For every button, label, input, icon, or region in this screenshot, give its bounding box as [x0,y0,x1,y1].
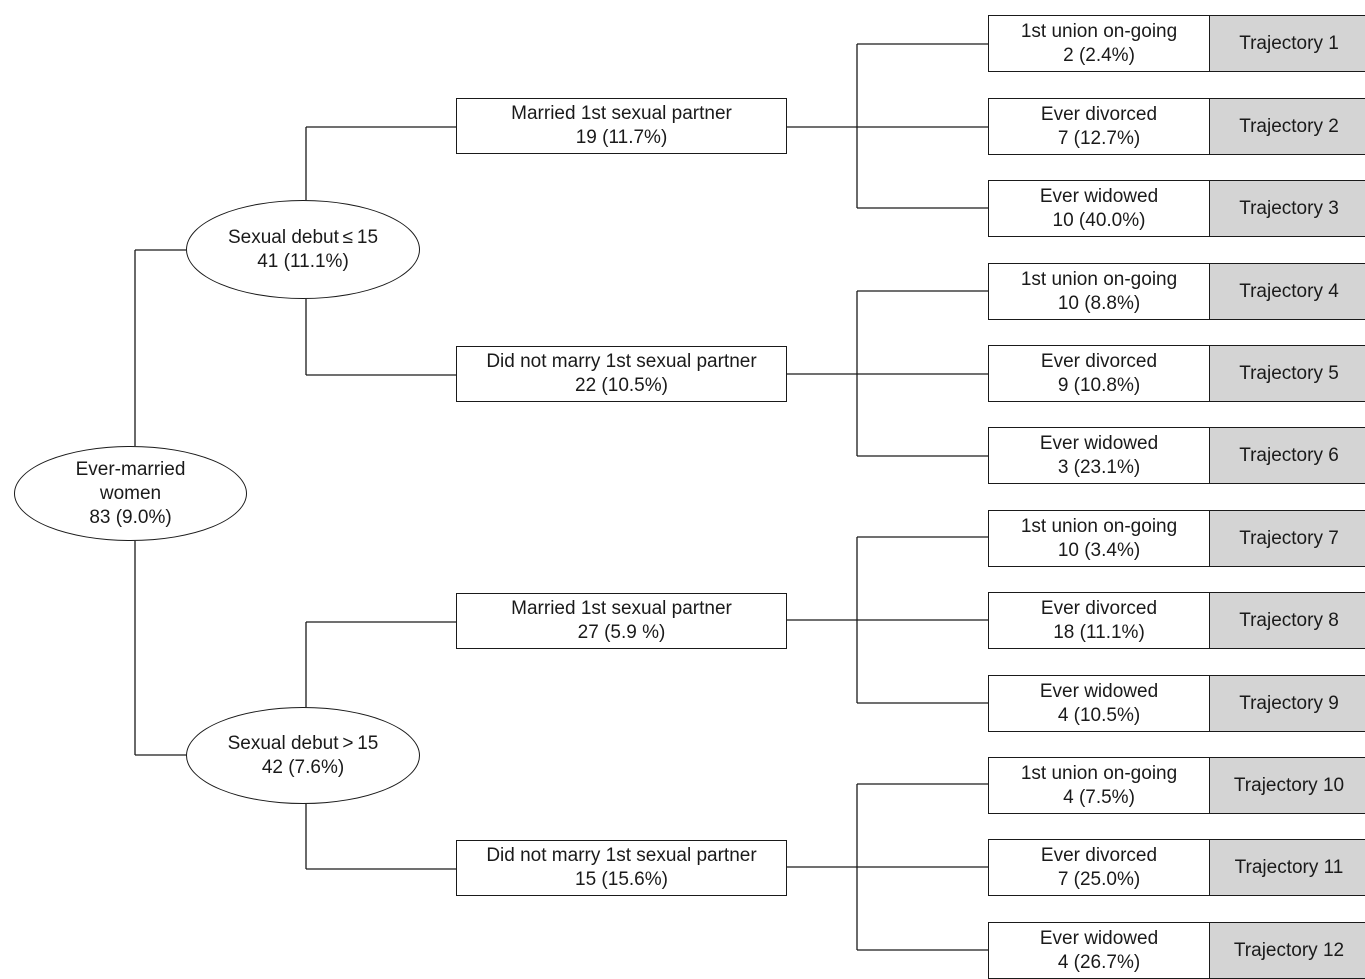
outcome-12-count: 4 (26.7%) [1057,951,1141,973]
outcome-node-2: Ever divorced 7 (12.7%) [988,98,1210,155]
outcome-node-11: Ever divorced 7 (25.0%) [988,839,1210,896]
outcome-12-label: Ever widowed [1039,927,1159,949]
outcome-4-count: 10 (8.8%) [1057,292,1141,314]
outcome-6-count: 3 (23.1%) [1057,456,1141,478]
outcome-9-count: 4 (10.5%) [1057,704,1141,726]
partner-2-label: Did not marry 1st sexual partner [486,351,757,372]
trajectory-label-12: Trajectory 12 [1209,922,1365,979]
outcome-11-count: 7 (25.0%) [1057,868,1141,890]
debut-le15-count: 41 (11.1%) [257,250,349,272]
outcome-4-label: 1st union on-going [1020,268,1178,290]
outcome-10-label: 1st union on-going [1020,762,1178,784]
trajectory-label-8: Trajectory 8 [1209,592,1365,649]
outcome-5-count: 9 (10.8%) [1057,374,1141,396]
trajectory-label-7: Trajectory 7 [1209,510,1365,567]
debut-le15-label: Sexual debut ≤ 15 [227,226,379,248]
outcome-node-3: Ever widowed 10 (40.0%) [988,180,1210,237]
outcome-3-label: Ever widowed [1039,185,1159,207]
root-label-line-3: 83 (9.0%) [89,506,172,528]
trajectory-label-9: Trajectory 9 [1209,675,1365,732]
partner-node-1: Married 1st sexual partner 19 (11.7%) [456,98,787,154]
outcome-8-label: Ever divorced [1040,597,1158,619]
outcome-node-5: Ever divorced 9 (10.8%) [988,345,1210,402]
partner-1-count: 19 (11.7%) [575,127,668,148]
root-label-line-2: women [99,482,162,504]
partner-2-count: 22 (10.5%) [575,375,668,396]
outcome-7-label: 1st union on-going [1020,515,1178,537]
debut-gt15-label: Sexual debut > 15 [227,732,379,754]
outcome-6-label: Ever widowed [1039,432,1159,454]
outcome-node-4: 1st union on-going 10 (8.8%) [988,263,1210,320]
outcome-node-7: 1st union on-going 10 (3.4%) [988,510,1210,567]
partner-1-label: Married 1st sexual partner [511,103,732,124]
outcome-node-8: Ever divorced 18 (11.1%) [988,592,1210,649]
trajectory-label-1: Trajectory 1 [1209,15,1365,72]
outcome-node-10: 1st union on-going 4 (7.5%) [988,757,1210,814]
outcome-2-count: 7 (12.7%) [1057,127,1141,149]
partner-node-4: Did not marry 1st sexual partner 15 (15.… [456,840,787,896]
partner-4-count: 15 (15.6%) [575,869,668,890]
partner-node-3: Married 1st sexual partner 27 (5.9 %) [456,593,787,649]
trajectory-label-2: Trajectory 2 [1209,98,1365,155]
outcome-node-12: Ever widowed 4 (26.7%) [988,922,1210,979]
trajectory-label-5: Trajectory 5 [1209,345,1365,402]
trajectory-label-4: Trajectory 4 [1209,263,1365,320]
partner-3-label: Married 1st sexual partner [511,598,732,619]
outcome-node-6: Ever widowed 3 (23.1%) [988,427,1210,484]
trajectory-label-11: Trajectory 11 [1209,839,1365,896]
outcome-1-label: 1st union on-going [1020,20,1178,42]
outcome-9-label: Ever widowed [1039,680,1159,702]
outcome-2-label: Ever divorced [1040,103,1158,125]
outcome-11-label: Ever divorced [1040,844,1158,866]
debut-gt15-count: 42 (7.6%) [261,756,345,778]
partner-3-count: 27 (5.9 %) [577,622,666,643]
outcome-5-label: Ever divorced [1040,350,1158,372]
partner-node-2: Did not marry 1st sexual partner 22 (10.… [456,346,787,402]
trajectory-label-10: Trajectory 10 [1209,757,1365,814]
root-label-line-1: Ever-married [75,458,186,480]
outcome-3-count: 10 (40.0%) [1052,209,1146,231]
partner-4-label: Did not marry 1st sexual partner [486,845,757,866]
root-node-ever-married-women: Ever-married women 83 (9.0%) [14,446,247,541]
outcome-1-count: 2 (2.4%) [1063,44,1135,66]
outcome-7-count: 10 (3.4%) [1057,539,1141,561]
trajectory-label-6: Trajectory 6 [1209,427,1365,484]
trajectory-label-3: Trajectory 3 [1209,180,1365,237]
outcome-10-count: 4 (7.5%) [1063,786,1135,808]
debut-node-le-15: Sexual debut ≤ 15 41 (11.1%) [186,200,420,299]
outcome-node-1: 1st union on-going 2 (2.4%) [988,15,1210,72]
debut-node-gt-15: Sexual debut > 15 42 (7.6%) [186,707,420,804]
outcome-8-count: 18 (11.1%) [1053,621,1145,643]
outcome-node-9: Ever widowed 4 (10.5%) [988,675,1210,732]
